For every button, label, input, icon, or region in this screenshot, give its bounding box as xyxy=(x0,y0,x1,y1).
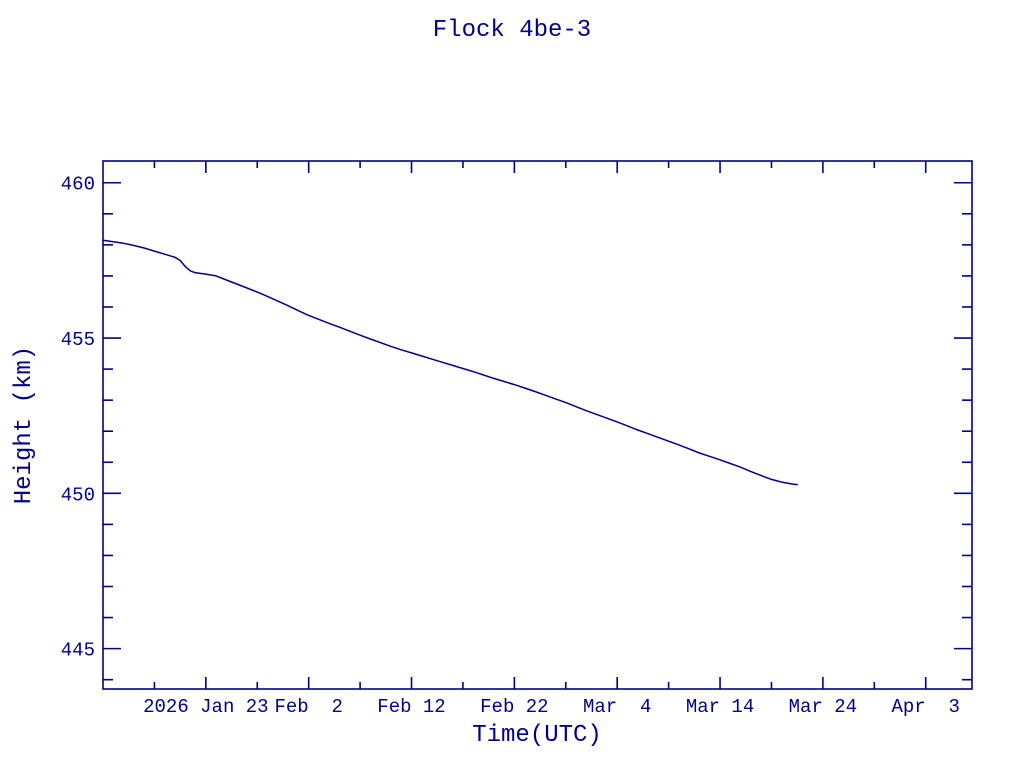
x-tick-label: Mar 24 xyxy=(789,696,857,718)
axis-ticks xyxy=(103,161,972,689)
y-axis-label: Height (km) xyxy=(11,346,38,504)
plot-frame xyxy=(102,160,973,690)
x-tick-label: 2026 Jan 23 xyxy=(143,696,268,718)
x-tick-label: Apr 3 xyxy=(892,696,960,718)
x-axis-label: Time(UTC) xyxy=(472,722,602,749)
x-tick-label: Feb 2 xyxy=(274,696,342,718)
x-tick-label: Mar 4 xyxy=(583,696,651,718)
y-tick-label: 455 xyxy=(61,329,95,351)
y-tick-label: 460 xyxy=(61,174,95,196)
x-tick-label: Feb 22 xyxy=(480,696,548,718)
y-tick-label: 450 xyxy=(61,484,95,506)
x-tick-label: Mar 14 xyxy=(686,696,754,718)
y-tick-label: 445 xyxy=(61,640,95,662)
chart-title: Flock 4be-3 xyxy=(432,17,592,44)
axis-tick-labels: 2026 Jan 23 Feb 2 Feb 12 Feb 22 Mar 4 Mar 14 M… xyxy=(61,174,960,718)
height-data-line xyxy=(102,239,798,486)
x-tick-label: Feb 12 xyxy=(377,696,445,718)
